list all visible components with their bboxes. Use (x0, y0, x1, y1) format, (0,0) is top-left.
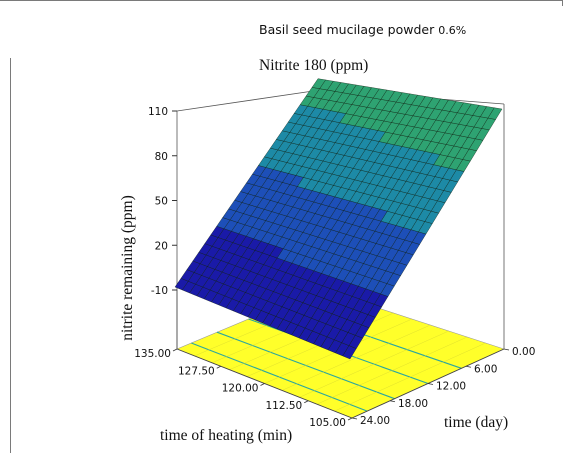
x-tick-mark (216, 365, 221, 369)
x-tick-mark (304, 400, 309, 404)
x-tick-label: 135.00 (134, 348, 171, 360)
z-tick-label: 80 (155, 151, 168, 163)
frame-top-border (0, 0, 563, 1)
y-tick-label: 6.00 (474, 363, 497, 375)
z-tick-label: -10 (151, 285, 168, 297)
box-edge (176, 89, 321, 112)
frame-left-border (10, 58, 11, 453)
x-tick-mark (347, 417, 353, 421)
contour-grid-line (334, 342, 486, 412)
x-axis-title: time of heating (min) (160, 427, 292, 444)
y-tick-mark (389, 400, 396, 403)
y-tick-mark (465, 365, 472, 368)
chart-title: Nitrite 180 (ppm) (259, 57, 369, 74)
back-box (172, 89, 505, 349)
response-surface (174, 78, 503, 360)
super-title-value: 0.6% (438, 24, 467, 37)
axis-labels: -10 20 50 80 110 105.00 112.50 120.00 127.50 135.… (119, 106, 535, 444)
z-tick-label: 50 (155, 196, 168, 208)
x-tick-mark (172, 348, 178, 352)
super-title-text: Basil seed mucilage powder (259, 22, 435, 37)
y-tick-mark (351, 417, 358, 420)
y-tick-mark (503, 348, 510, 351)
y-tick-label: 24.00 (360, 415, 390, 427)
x-tick-label: 112.50 (266, 400, 303, 412)
super-title: Basil seed mucilage powder 0.6% (259, 22, 466, 37)
y-tick-mark (427, 383, 434, 385)
contour-grid-line (316, 336, 468, 405)
y-tick-label: 0.00 (512, 346, 535, 358)
contour-grid-line (281, 324, 431, 391)
x-tick-label: 127.50 (178, 365, 215, 377)
x-tick-mark (260, 383, 265, 386)
z-tick-label: 20 (155, 240, 168, 252)
x-tick-label: 120.00 (222, 383, 259, 395)
contour-grid-line (299, 330, 449, 398)
z-tick-label: 110 (148, 106, 168, 118)
y-tick-label: 12.00 (436, 381, 466, 393)
front-box (172, 290, 510, 421)
surface-cell (487, 107, 503, 120)
x-tick-label: 105.00 (309, 417, 346, 429)
y-tick-label: 18.00 (398, 398, 428, 410)
z-axis-title: nitrite remaining (ppm) (119, 195, 136, 341)
y-axis-title: time (day) (444, 414, 508, 431)
